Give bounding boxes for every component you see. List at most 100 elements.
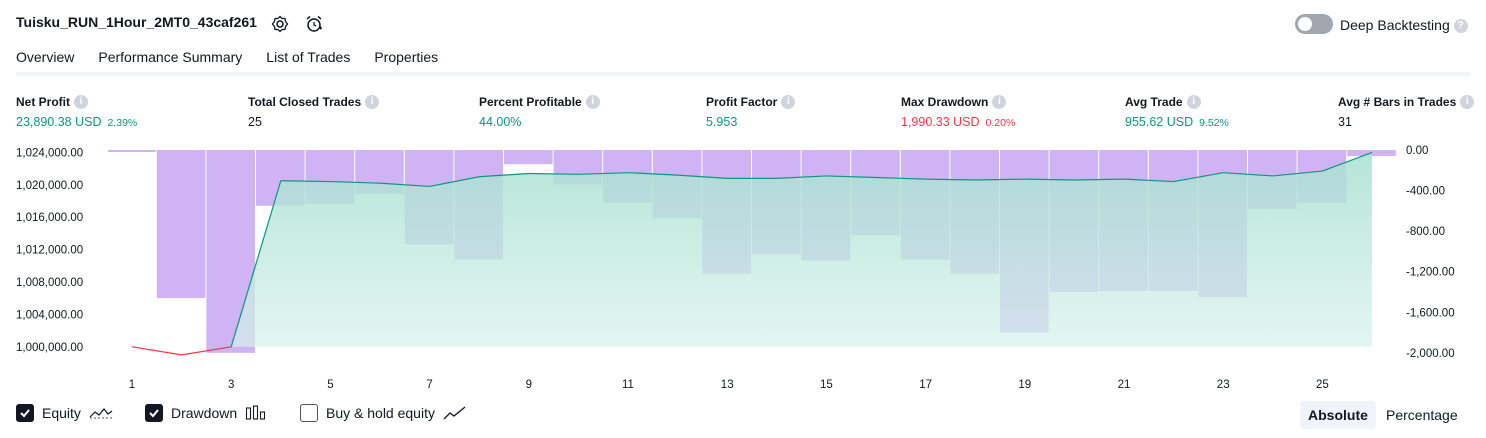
legend-equity[interactable]: Equity: [16, 404, 113, 422]
buy-hold-line-icon: [443, 406, 466, 420]
stat-label: Avg # Bars in Trades: [1338, 95, 1457, 109]
stat-pct: 2.39%: [107, 117, 138, 129]
drawdown-bar: [156, 150, 206, 299]
stat-label: Avg Trade: [1125, 95, 1183, 109]
x-axis-tick: 25: [1316, 379, 1329, 391]
x-axis-tick: 1: [129, 379, 135, 391]
left-axis-tick: 1,016,000.00: [16, 212, 83, 224]
percentage-button[interactable]: Percentage: [1386, 407, 1458, 423]
stat-max-drawdown: Max Drawdown i 1,990.33 USD 0.20%: [901, 95, 1015, 129]
equity-line-segment: [776, 175, 827, 179]
stat-value: 25: [248, 115, 262, 129]
left-axis-tick: 1,024,000.00: [16, 147, 83, 159]
legend-drawdown[interactable]: Drawdown: [145, 404, 267, 422]
drawdown-checkbox[interactable]: [145, 404, 163, 422]
x-axis-tick: 13: [721, 379, 734, 391]
stat-value: 44.00%: [479, 115, 522, 129]
stat-label: Total Closed Trades: [248, 95, 362, 109]
equity-line-segment: [1173, 172, 1224, 183]
buy-hold-label: Buy & hold equity: [326, 405, 435, 421]
equity-line-segment: [131, 346, 182, 356]
stat-value: 5.953: [706, 115, 738, 129]
x-axis-tick: 5: [327, 379, 333, 391]
stat-value: 955.62 USD: [1125, 115, 1194, 129]
right-axis-tick: -400.00: [1406, 186, 1445, 198]
equity-line-icon: [89, 408, 113, 419]
equity-line-segment: [479, 172, 529, 178]
x-axis-tick: 19: [1018, 379, 1031, 391]
equity-checkbox[interactable]: [16, 404, 34, 422]
equity-line-segment: [677, 174, 728, 179]
stat-pct: 0.20%: [985, 117, 1016, 129]
absolute-button[interactable]: Absolute: [1300, 401, 1376, 429]
help-icon[interactable]: i: [74, 95, 88, 109]
x-axis-tick: 7: [426, 379, 432, 391]
x-axis-tick: 15: [820, 379, 833, 391]
right-axis-tick: -1,200.00: [1406, 267, 1455, 279]
toggle-knob: [1298, 17, 1312, 31]
left-axis-tick: 1,000,000.00: [16, 342, 83, 354]
x-axis-tick: 11: [622, 379, 634, 391]
deep-backtesting-toggle[interactable]: [1295, 14, 1333, 34]
stat-value: 31: [1338, 115, 1352, 129]
stat-label: Percent Profitable: [479, 95, 582, 109]
equity-line-segment: [1272, 170, 1323, 177]
right-axis-tick: -1,600.00: [1406, 307, 1455, 319]
drawdown-bar: [504, 150, 553, 165]
equity-line-segment: [925, 178, 976, 181]
right-axis-tick: -800.00: [1406, 226, 1445, 238]
buy-hold-checkbox[interactable]: [300, 404, 318, 422]
equity-line-segment: [1074, 178, 1125, 181]
stat-avg-bars: Avg # Bars in Trades i 31: [1338, 95, 1475, 129]
right-axis-tick: 0.00: [1406, 145, 1428, 157]
tab-performance-summary[interactable]: Performance Summary: [98, 49, 243, 65]
settings-icon[interactable]: [270, 14, 290, 34]
legend-buy-hold[interactable]: Buy & hold equity: [300, 404, 467, 422]
equity-area: [132, 152, 1372, 347]
left-axis-tick: 1,004,000.00: [16, 309, 83, 321]
help-icon[interactable]: i: [365, 95, 380, 109]
help-icon[interactable]: i: [1186, 95, 1201, 109]
stat-net-profit: Net Profit i 23,890.38 USD 2.39%: [16, 95, 137, 129]
left-axis-tick: 1,008,000.00: [16, 277, 83, 289]
drawdown-bar: [108, 150, 156, 153]
drawdown-label: Drawdown: [171, 405, 238, 421]
equity-line-segment: [181, 346, 232, 356]
x-axis-tick: 21: [1118, 379, 1131, 391]
help-icon[interactable]: i: [585, 95, 600, 109]
left-axis-tick: 1,012,000.00: [16, 245, 83, 257]
x-axis-tick: 23: [1217, 379, 1230, 391]
tab-properties[interactable]: Properties: [374, 49, 439, 65]
equity-line-segment: [1123, 178, 1174, 183]
alarm-clock-icon[interactable]: [304, 14, 324, 34]
help-icon[interactable]: i: [992, 95, 1007, 109]
equity-line-segment: [1322, 151, 1373, 172]
stat-label: Profit Factor: [706, 95, 778, 109]
equity-line-segment: [330, 180, 381, 184]
stat-label: Net Profit: [16, 95, 70, 109]
equity-line-segment: [1223, 172, 1273, 177]
help-icon[interactable]: i: [781, 95, 796, 109]
tab-list-of-trades[interactable]: List of Trades: [266, 49, 351, 65]
stat-label: Max Drawdown: [901, 95, 989, 109]
equity-line-segment: [875, 176, 926, 180]
stat-avg-trade: Avg Trade i 955.62 USD 9.52%: [1125, 95, 1229, 129]
x-axis-tick: 3: [228, 379, 234, 391]
equity-line-segment: [280, 180, 331, 183]
stat-pct: 9.52%: [1199, 117, 1229, 129]
help-icon[interactable]: i: [1460, 95, 1475, 109]
stat-total-closed-trades: Total Closed Trades i 25: [248, 95, 380, 129]
equity-line-segment: [230, 180, 282, 347]
left-axis-tick: 1,020,000.00: [16, 180, 83, 192]
drawdown-bars-icon: [246, 405, 266, 420]
equity-drawdown-chart: 1,024,000.00 1,020,000.00 1,016,000.00 1,01…: [16, 145, 1455, 391]
equity-line-segment: [826, 175, 877, 179]
equity-line-segment: [429, 176, 480, 188]
tabs-divider: [16, 72, 1470, 76]
equity-line-segment: [975, 178, 1025, 181]
equity-line-segment: [1024, 178, 1075, 181]
stat-profit-factor: Profit Factor i 5.953: [706, 95, 796, 129]
help-icon[interactable]: ?: [1453, 19, 1468, 34]
equity-line-segment: [528, 172, 579, 175]
tab-bar: Overview Performance Summary List of Tra…: [16, 44, 438, 76]
